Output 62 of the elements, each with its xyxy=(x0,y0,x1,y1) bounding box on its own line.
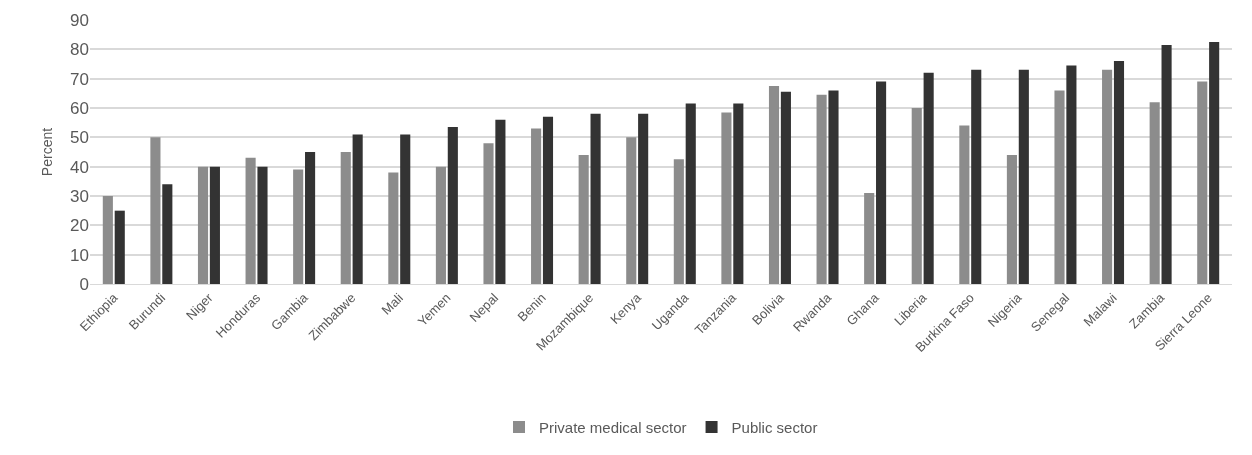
bar xyxy=(864,193,875,284)
bar xyxy=(245,157,256,284)
bar xyxy=(733,103,744,284)
y-tick-label: 30 xyxy=(70,186,89,206)
bar xyxy=(911,108,922,284)
bar xyxy=(1054,90,1065,284)
bar xyxy=(150,137,161,284)
bar xyxy=(923,72,934,284)
bar xyxy=(626,137,637,284)
y-tick-label: 40 xyxy=(70,157,89,177)
bar xyxy=(1149,102,1160,284)
bar xyxy=(590,113,601,284)
bar xyxy=(435,166,446,284)
bar xyxy=(257,166,268,284)
y-tick-label: 70 xyxy=(70,69,89,89)
y-tick-label: 90 xyxy=(70,10,89,30)
bar xyxy=(685,103,696,284)
bar xyxy=(102,196,113,284)
bar xyxy=(1113,61,1125,284)
bar xyxy=(959,125,970,284)
y-tick-label: 10 xyxy=(70,245,89,265)
bar xyxy=(638,113,649,284)
bar xyxy=(293,169,304,284)
bar xyxy=(828,90,839,284)
bar xyxy=(197,166,209,284)
y-tick-label: 50 xyxy=(70,128,89,148)
legend-label: Public sector xyxy=(731,418,818,436)
bar xyxy=(495,119,506,284)
bar xyxy=(483,143,494,284)
bar xyxy=(305,152,316,284)
bar xyxy=(209,166,220,284)
bar xyxy=(1161,44,1172,284)
x-tick-label: Mali xyxy=(378,290,407,318)
bar xyxy=(1066,65,1077,284)
bar xyxy=(673,159,684,284)
bar xyxy=(1006,154,1017,284)
bar xyxy=(542,116,554,284)
bar xyxy=(531,128,542,284)
bar xyxy=(114,210,125,284)
bar xyxy=(971,69,982,284)
bar xyxy=(816,94,827,284)
legend-label: Private medical sector xyxy=(539,418,687,436)
bar xyxy=(768,86,780,284)
y-tick-label: 80 xyxy=(70,40,89,60)
bar xyxy=(1197,81,1208,284)
bar xyxy=(1209,42,1220,284)
y-tick-label: 0 xyxy=(79,274,89,294)
bar xyxy=(578,154,589,284)
y-tick-label: 20 xyxy=(70,216,89,236)
bar xyxy=(388,172,399,284)
bar xyxy=(1102,69,1113,284)
bar xyxy=(340,152,351,284)
bar xyxy=(162,184,173,284)
bar xyxy=(352,134,363,284)
bar xyxy=(721,112,732,284)
y-tick-label: 60 xyxy=(70,98,89,118)
bar xyxy=(1018,69,1029,284)
bar xyxy=(876,81,887,284)
y-axis-title: Percent xyxy=(39,127,55,177)
bar xyxy=(780,91,791,284)
bar xyxy=(447,127,458,284)
bar xyxy=(400,134,411,284)
